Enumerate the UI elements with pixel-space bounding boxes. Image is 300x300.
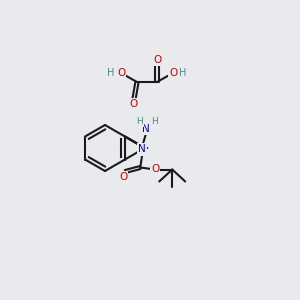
Text: O: O bbox=[169, 68, 177, 78]
Text: O: O bbox=[153, 55, 161, 65]
Text: H: H bbox=[136, 117, 142, 126]
Text: H: H bbox=[179, 68, 187, 78]
Text: O: O bbox=[119, 172, 128, 182]
Text: N: N bbox=[138, 145, 146, 154]
Text: O: O bbox=[151, 164, 159, 175]
Text: H: H bbox=[151, 117, 158, 126]
Text: H: H bbox=[107, 68, 115, 78]
Text: N: N bbox=[142, 124, 150, 134]
Text: O: O bbox=[130, 99, 138, 109]
Text: O: O bbox=[117, 68, 125, 78]
